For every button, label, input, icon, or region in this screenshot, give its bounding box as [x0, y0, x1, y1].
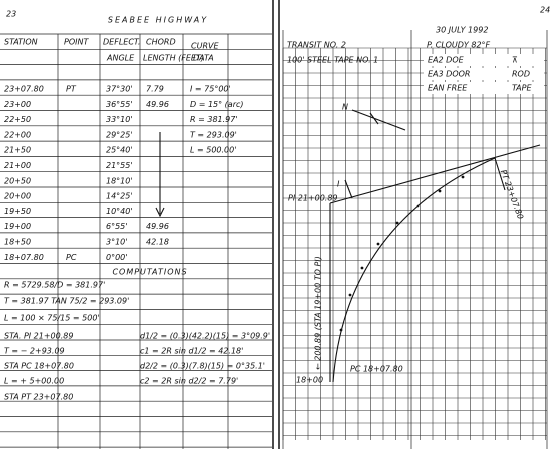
north-arrow: [351, 109, 406, 131]
cell-station: 23+07.80: [4, 85, 44, 94]
cell-chord: 42.18: [146, 238, 169, 247]
tangent: [329, 144, 541, 204]
weather: P. CLOUDY 82°F: [427, 41, 491, 50]
station-tick: [360, 266, 364, 270]
computation: d2/2 = (0.3)(7.8)(15) = 0°35.1': [140, 362, 265, 371]
header: STATION: [4, 38, 38, 47]
crew-role: TAPE: [512, 84, 532, 93]
cell-curve: R = 381.97': [190, 115, 238, 124]
station-tick: [416, 204, 420, 208]
angle-label: I: [337, 180, 340, 189]
arrow-head: [155, 207, 165, 218]
curve: [332, 157, 496, 383]
cell-chord: 7.79: [146, 85, 164, 94]
cell-station: 19+00: [4, 222, 31, 231]
left-page: 23 SEABEE HIGHWAY STATION POINT DEFLECT. ANGL…: [0, 10, 272, 449]
cell-station: 18+07.80: [4, 253, 44, 262]
header: DEFLECT.: [103, 38, 140, 47]
computation: STA PC 18+07.80: [4, 362, 74, 371]
cell-angle: 21°55': [106, 161, 133, 170]
computation: STA. PI 21+00.89: [4, 332, 73, 341]
header: DATA: [193, 54, 214, 63]
section-title: COMPUTATIONS: [112, 268, 187, 277]
crew-box: [424, 68, 544, 80]
cell-station: 23+00: [4, 100, 31, 109]
pt-line: [494, 157, 506, 191]
pc-label: PC 18+07.80: [350, 365, 403, 374]
header: LENGTH (FEET): [143, 54, 204, 63]
cell-station: 22+50: [4, 115, 31, 124]
cell-angle: 37°30': [106, 85, 133, 94]
cell-angle: 10°40': [106, 207, 133, 216]
computation: STA PT 23+07.80: [4, 393, 73, 402]
equipment: TRANSIT NO. 2: [287, 41, 346, 50]
station-label: 18+00: [296, 376, 323, 385]
cell-station: 20+50: [4, 176, 31, 185]
computation: d1/2 = (0.3)(42.2)(15) = 3°09.9': [140, 332, 270, 341]
computation: T = − 2+93.09: [4, 347, 65, 356]
page-number: 23: [6, 10, 16, 19]
cell-angle: 3°10': [106, 238, 127, 247]
cell-station: 21+50: [4, 146, 31, 155]
cell-curve: D = 15° (arc): [190, 100, 244, 109]
station-tick: [376, 242, 380, 246]
cell-angle: 6°55': [106, 222, 127, 231]
cell-station: 18+50: [4, 238, 31, 247]
cell-angle: 29°25': [106, 130, 133, 139]
cell-chord: 49.96: [146, 100, 169, 109]
cell-station: 22+00: [4, 130, 31, 139]
cell-point: PC: [66, 253, 77, 262]
cell-point: PT: [66, 85, 77, 94]
pi-label: PI 21+00.89: [288, 194, 338, 203]
cell-angle: 18°10': [106, 176, 133, 185]
cell-angle: 25°40': [106, 146, 133, 155]
date: 30 JULY 1992: [436, 26, 488, 35]
station-tick: [339, 328, 343, 332]
header: CURVE: [191, 42, 219, 51]
station-tick: [348, 293, 352, 297]
crew-box: [424, 54, 544, 66]
cell-station: 20+00: [4, 192, 31, 201]
crew-role: ROD: [512, 70, 530, 79]
cell-angle: 33°10': [106, 115, 133, 124]
crew-role: ⊼: [512, 56, 518, 65]
header: CHORD: [146, 38, 176, 47]
cell-angle: 36°55': [106, 100, 133, 109]
crew-box: [424, 82, 544, 94]
crew-name: EAN FREE: [428, 84, 468, 93]
station-tick: [461, 175, 465, 179]
computation: T = 381.97 TAN 75/2 = 293.09': [4, 297, 129, 306]
header: ANGLE: [106, 54, 135, 63]
cell-curve: I = 75°00': [190, 85, 231, 94]
crew-name: EA2 DOE: [428, 56, 465, 65]
station-tick: [395, 221, 399, 225]
computation: c1 = 2R sin d1/2 = 42.18': [140, 347, 243, 356]
cell-curve: L = 500.00': [190, 146, 236, 155]
computation: R = 5729.58/D = 381.97': [4, 281, 105, 290]
cell-station: 21+00: [4, 161, 31, 170]
cell-chord: 49.96: [146, 222, 169, 231]
cell-station: 19+50: [4, 207, 31, 216]
north-label: N: [342, 103, 348, 112]
cell-curve: T = 293.09': [190, 130, 237, 139]
station-tick: [438, 189, 442, 193]
page-number: 24: [540, 6, 550, 15]
cell-angle: 14°25': [106, 192, 133, 201]
title: SEABEE HIGHWAY: [108, 16, 208, 25]
cell-angle: 0°00': [106, 253, 127, 262]
angle-mark: [344, 179, 353, 199]
computation: L = 100 × 75/15 = 500': [4, 314, 100, 323]
crew-name: EA3 DOOR: [428, 70, 470, 79]
header: POINT: [64, 38, 89, 47]
computation: L = + 5+00.00: [4, 377, 64, 386]
computation: c2 = 2R sin d2/2 = 7.79': [140, 377, 238, 386]
equipment: 100' STEEL TAPE NO. 1: [287, 56, 378, 65]
distance-label: ← 200.89 (STA 19+00 TO PI): [314, 256, 323, 370]
